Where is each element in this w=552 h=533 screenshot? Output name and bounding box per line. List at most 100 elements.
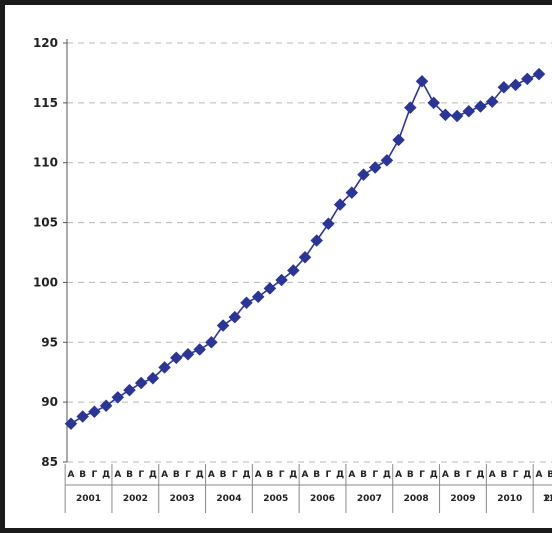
y-tick-label: 115 xyxy=(33,96,58,110)
data-point-marker xyxy=(368,161,382,174)
data-point-marker xyxy=(228,310,242,324)
data-point-marker xyxy=(450,109,464,123)
data-point-marker xyxy=(216,319,230,332)
quarter-tick-label: В xyxy=(220,470,227,480)
year-tick-label: 2010 xyxy=(544,494,552,504)
quarter-tick-label: А xyxy=(208,470,215,480)
quarter-tick-label: В xyxy=(407,470,414,480)
data-point-marker xyxy=(439,108,452,122)
quarter-tick-label: А xyxy=(161,470,168,480)
data-point-marker xyxy=(509,78,522,92)
quarter-tick-label: Г xyxy=(138,470,144,480)
quarter-tick-label: Г xyxy=(92,470,98,480)
data-point-marker xyxy=(427,96,441,110)
quarter-tick-label: Г xyxy=(232,470,238,480)
data-point-marker xyxy=(158,361,171,374)
data-point-marker xyxy=(64,417,78,431)
quarter-tick-label: Г xyxy=(466,470,472,480)
quarter-tick-label: А xyxy=(442,470,449,480)
data-point-marker xyxy=(532,67,546,81)
data-point-marker xyxy=(333,198,347,211)
data-point-marker xyxy=(146,371,160,385)
y-tick-labels: 85 90 95 100 105 110 115 120 xyxy=(33,36,58,469)
data-point-marker xyxy=(111,391,125,404)
data-point-marker xyxy=(380,153,394,167)
year-tick-label: 2010 xyxy=(497,494,522,504)
data-point-marker xyxy=(520,72,534,86)
data-point-marker xyxy=(345,186,359,199)
data-point-marker xyxy=(474,100,487,113)
data-point-marker xyxy=(193,343,207,356)
quarter-tick-label: В xyxy=(126,470,133,480)
quarter-tick-label: В xyxy=(454,470,461,480)
year-tick-label: 2007 xyxy=(357,494,382,504)
quarter-tick-label: В xyxy=(266,470,273,480)
y-tick-label: 120 xyxy=(33,36,58,50)
quarter-tick-label: В xyxy=(360,470,367,480)
quarter-tick-label: А xyxy=(348,470,355,480)
y-tick-label: 95 xyxy=(41,335,58,349)
data-point-marker xyxy=(298,250,312,264)
quarter-tick-label: Д xyxy=(242,470,250,480)
data-point-marker xyxy=(134,376,148,390)
data-point-marker xyxy=(403,101,417,114)
data-point-marker xyxy=(310,234,324,247)
year-tick-label: 2008 xyxy=(404,494,429,504)
quarter-tick-label: Д xyxy=(476,470,484,480)
year-tick-label: 2006 xyxy=(310,494,335,504)
data-point-marker xyxy=(123,383,136,397)
quarter-tick-label: Г xyxy=(372,470,378,480)
data-point-marker xyxy=(88,405,101,419)
gridlines xyxy=(67,42,552,463)
quarter-tick-label: Д xyxy=(196,470,204,480)
quarter-tick-label: Г xyxy=(326,470,332,480)
quarter-tick-label: Д xyxy=(289,470,297,480)
data-point-marker xyxy=(205,335,218,349)
data-point-marker xyxy=(322,217,335,231)
quarter-tick-label: В xyxy=(547,470,552,480)
year-tick-label: 2001 xyxy=(76,494,101,504)
data-point-marker xyxy=(357,168,370,182)
data-series xyxy=(64,67,546,431)
y-tick-label: 90 xyxy=(41,395,58,409)
y-tick-label: 100 xyxy=(33,275,58,289)
data-point-marker xyxy=(251,290,265,304)
year-tick-label: 11 xyxy=(543,494,552,504)
data-point-marker xyxy=(181,347,195,361)
year-tick-label: 2003 xyxy=(170,494,195,504)
y-tick-label: 85 xyxy=(41,455,58,469)
data-point-marker xyxy=(76,410,90,423)
data-point-marker xyxy=(415,74,429,88)
data-point-marker xyxy=(497,80,511,94)
year-tick-label: 2005 xyxy=(263,494,288,504)
quarter-tick-label: В xyxy=(500,470,507,480)
quarter-tick-label: Д xyxy=(523,470,531,480)
quarter-tick-label: Д xyxy=(149,470,157,480)
quarter-tick-label: А xyxy=(489,470,496,480)
data-point-marker xyxy=(286,264,300,277)
quarter-tick-label: А xyxy=(114,470,121,480)
quarter-tick-label: Д xyxy=(383,470,391,480)
quarter-tick-label: А xyxy=(395,470,402,480)
data-point-marker xyxy=(275,273,288,287)
quarter-tick-label: Д xyxy=(336,470,344,480)
quarter-tick-label: Г xyxy=(419,470,425,480)
year-tick-label: 2004 xyxy=(216,494,241,504)
quarter-tick-label: В xyxy=(313,470,320,480)
quarter-tick-label: В xyxy=(79,470,86,480)
data-point-marker xyxy=(462,104,476,118)
quarter-tick-label: А xyxy=(68,470,75,480)
quarter-tick-label: Д xyxy=(102,470,110,480)
y-tick-label: 110 xyxy=(33,156,58,170)
quarter-tick-label: Г xyxy=(279,470,285,480)
quarter-tick-label: А xyxy=(255,470,262,480)
data-point-marker xyxy=(240,296,253,310)
quarter-tick-label: Г xyxy=(513,470,519,480)
y-tick-label: 105 xyxy=(33,216,58,230)
data-point-marker xyxy=(392,133,405,147)
year-tick-label: 2002 xyxy=(123,494,148,504)
quarter-tick-label: Г xyxy=(185,470,191,480)
